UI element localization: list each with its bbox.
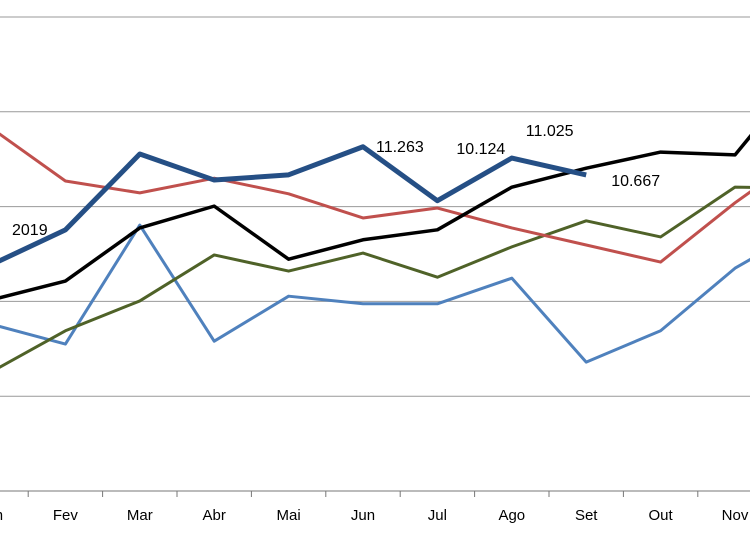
x-tick-label: Ago — [498, 507, 525, 524]
x-tick-label: Mai — [277, 507, 301, 524]
data-label: 11.025 — [526, 123, 574, 140]
series-line — [0, 132, 750, 264]
x-tick-label: Out — [649, 507, 674, 524]
x-tick-label: Set — [575, 507, 598, 524]
x-tick-label: Jan — [0, 507, 3, 524]
x-tick-label: Mar — [127, 507, 153, 524]
series-label: 2019 — [12, 222, 48, 239]
x-tick-label: Jun — [351, 507, 375, 524]
x-tick-label: Fev — [53, 507, 79, 524]
series-line — [0, 144, 587, 264]
x-tick-label: Abr — [203, 507, 226, 524]
x-tick-label: Jul — [428, 507, 447, 524]
series-line — [0, 185, 750, 369]
data-label: 10.124 — [456, 141, 505, 158]
x-tick-label: Nov — [722, 507, 749, 524]
data-label: 11.263 — [376, 139, 424, 156]
series-line — [0, 133, 750, 300]
series-line — [0, 223, 750, 364]
data-label: 10.667 — [611, 173, 660, 190]
